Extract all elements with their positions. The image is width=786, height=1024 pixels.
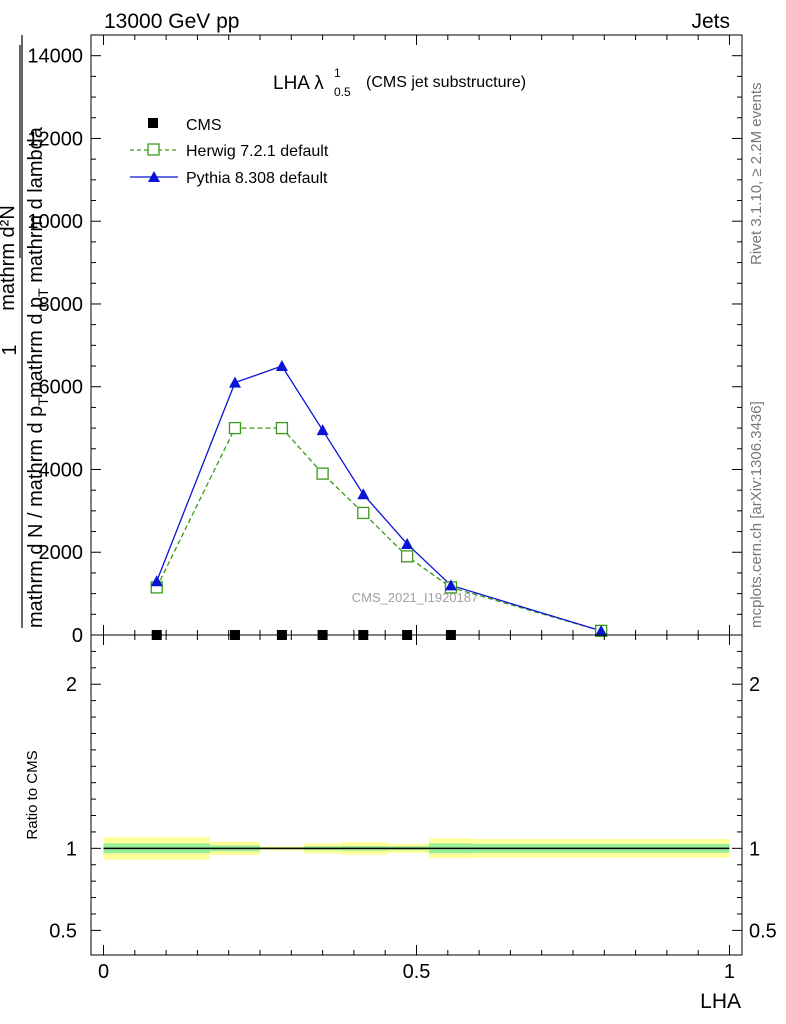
svg-text:mathrm d N / mathrm d pT: mathrm d N / mathrm d pT <box>25 397 51 628</box>
ratio-y-tick-label-right: 1 <box>749 838 760 860</box>
legend-marker-cms <box>148 118 158 128</box>
analysis-category-label: Jets <box>691 10 730 33</box>
x-tick-label: 1 <box>724 961 735 983</box>
ratio-frame <box>90 634 743 956</box>
ylabel-numerator-1: 1 <box>0 344 21 355</box>
legend: CMS Herwig 7.2.1 default Pythia 8.308 de… <box>130 117 329 187</box>
herwig-point <box>228 421 242 435</box>
pythia-point <box>150 575 163 587</box>
ratio-panel: 0.5 0.5 1 1 2 2 0 0.5 1 Ratio to CMS LHA <box>24 634 777 1013</box>
plot-title: LHA λ 1 0.5 (CMS jet substructure) <box>273 66 526 99</box>
pythia-point <box>595 624 608 636</box>
ylabel-denominator-1-sub: T <box>35 397 51 406</box>
ratio-y-tick-label: 2 <box>66 674 77 696</box>
ylabel-denominator-1: mathrm d N / mathrm d p <box>25 406 47 628</box>
title-subscript: 0.5 <box>334 85 351 99</box>
analysis-watermark: CMS_2021_I1920187 <box>352 590 479 605</box>
ratio-y-axis-label: Ratio to CMS <box>24 750 41 839</box>
process-label: 13000 GeV pp <box>104 10 239 33</box>
main-y-tick-label: 8000 <box>39 294 84 316</box>
main-y-axis-label: 1 mathrm d N / mathrm d pT mathrm d²N ma… <box>0 35 51 628</box>
pythia-point <box>357 488 370 500</box>
ylabel-denominator-2-tail: mathrm d lambda <box>25 126 47 288</box>
main-y-tick-label: 10000 <box>27 211 83 233</box>
title-suffix: (CMS jet substructure) <box>366 74 526 91</box>
title-main: LHA λ <box>273 73 324 94</box>
pythia-point <box>316 424 329 436</box>
series-line-pythia <box>156 365 602 632</box>
herwig-point <box>357 506 370 520</box>
svg-text:LHA λ: LHA λ <box>273 73 324 94</box>
legend-label-pythia: Pythia 8.308 default <box>186 170 328 187</box>
x-tick-label: 0.5 <box>403 961 431 983</box>
ratio-y-tick-label-right: 0.5 <box>749 920 777 942</box>
pythia-point <box>275 360 288 372</box>
title-superscript: 1 <box>334 66 341 80</box>
main-y-tick-label: 14000 <box>27 46 83 68</box>
ylabel-denominator-2: mathrm d p <box>25 297 47 398</box>
ratio-y-tick-label-right: 2 <box>749 674 760 696</box>
ratio-y-tick-label: 0.5 <box>49 920 77 942</box>
pythia-point <box>228 376 241 388</box>
pythia-point <box>401 537 414 549</box>
herwig-point <box>400 550 414 563</box>
series-line-herwig <box>156 427 602 632</box>
herwig-point <box>316 467 329 480</box>
main-panel: 0 2000 4000 6000 8000 10000 12000 14000 CMS_202… <box>0 34 743 647</box>
legend-marker-herwig <box>147 143 160 156</box>
main-y-tick-label: 2000 <box>39 542 84 564</box>
herwig-point <box>275 421 289 435</box>
mcplots-reference-label: mcplots.cern.ch [arXiv:1306.3436] <box>748 401 765 628</box>
main-y-tick-label: 12000 <box>27 128 83 150</box>
legend-marker-pythia <box>148 171 160 182</box>
x-tick-label: 0 <box>98 961 109 983</box>
pythia-point <box>444 579 457 591</box>
ylabel-numerator-2: mathrm d²N <box>0 205 19 311</box>
legend-label-cms: CMS <box>186 117 222 134</box>
legend-label-herwig: Herwig 7.2.1 default <box>186 143 329 160</box>
rivet-version-label: Rivet 3.1.10, ≥ 2.2M events <box>748 83 765 266</box>
main-y-tick-label: 4000 <box>39 459 84 481</box>
main-y-tick-label: 0 <box>72 625 83 647</box>
ratio-y-tick-label: 1 <box>66 838 77 860</box>
svg-text:mathrm d pT mathrm d lambda: mathrm d pT mathrm d lambda <box>25 126 51 398</box>
ylabel-denominator-2-sub: T <box>35 288 51 297</box>
main-y-tick-label: 6000 <box>39 377 84 399</box>
x-axis-label: LHA <box>700 990 741 1013</box>
